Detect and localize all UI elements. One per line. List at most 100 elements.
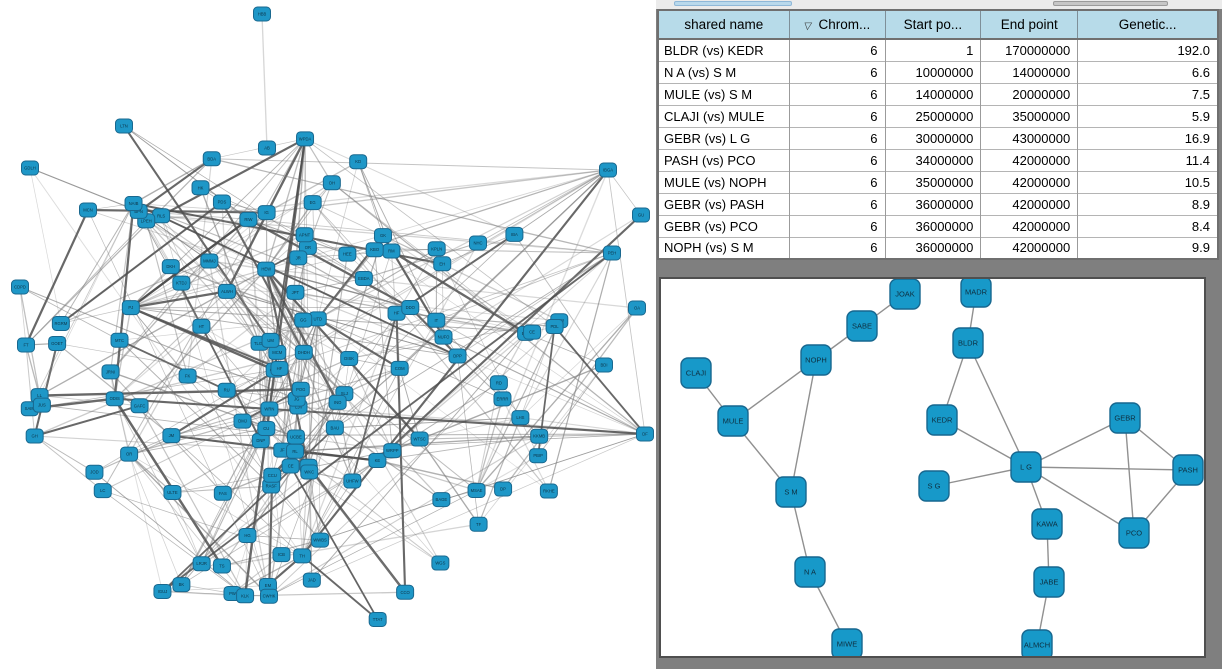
- graph-edge[interactable]: [39, 203, 134, 396]
- graph-edge[interactable]: [34, 435, 104, 492]
- graph-node[interactable]: RD: [489, 375, 508, 391]
- graph-node[interactable]: CE: [281, 458, 300, 474]
- graph-node[interactable]: KTDJ: [172, 275, 191, 291]
- graph-node[interactable]: EBDA: [354, 270, 373, 286]
- graph-node[interactable]: KBO: [365, 242, 384, 258]
- graph-node[interactable]: RGRM: [51, 315, 70, 331]
- graph-edge[interactable]: [274, 252, 613, 371]
- graph-edge[interactable]: [181, 318, 319, 585]
- graph-edge[interactable]: [29, 369, 275, 410]
- graph-node[interactable]: HEE: [338, 246, 357, 262]
- graph-edge[interactable]: [29, 167, 303, 557]
- graph-node[interactable]: KLK: [236, 588, 255, 604]
- graph-edge[interactable]: [29, 203, 134, 409]
- table-cell-start-position[interactable]: 30000000: [885, 126, 982, 149]
- table-cell-chromosome[interactable]: 6: [789, 104, 886, 127]
- graph-edge[interactable]: [41, 404, 296, 438]
- table-row[interactable]: MULE (vs) NOPH 6 35000000 42000000 10.5: [658, 170, 1218, 193]
- graph-edge[interactable]: [304, 138, 515, 235]
- graph-edge[interactable]: [201, 440, 262, 564]
- network-node-LG[interactable]: L G: [1010, 451, 1042, 483]
- table-row[interactable]: GEBR (vs) L G 6 30000000 43000000 16.9: [658, 126, 1218, 149]
- network-node-MIWE[interactable]: MIWE: [831, 628, 863, 656]
- graph-edge[interactable]: [130, 307, 345, 395]
- graph-node[interactable]: JR: [289, 250, 308, 266]
- graph-edge[interactable]: [268, 435, 540, 597]
- graph-edge[interactable]: [114, 397, 646, 436]
- table-cell-start-position[interactable]: 10000000: [885, 60, 982, 83]
- network-edge-NOPH-SM[interactable]: [790, 359, 817, 493]
- graph-edge[interactable]: [130, 138, 306, 308]
- graph-node[interactable]: PEH: [603, 245, 621, 261]
- graph-edge[interactable]: [399, 368, 421, 440]
- graph-edge[interactable]: [128, 453, 303, 557]
- graph-node[interactable]: PBIP: [529, 448, 548, 464]
- network-node-MULE[interactable]: MULE: [717, 405, 749, 437]
- graph-edge[interactable]: [317, 169, 609, 320]
- table-cell-genetic[interactable]: 11.4: [1077, 148, 1218, 171]
- graph-node[interactable]: WKC: [300, 464, 319, 480]
- graph-node[interactable]: BDA: [202, 151, 221, 167]
- graph-edge[interactable]: [187, 291, 296, 377]
- graph-node[interactable]: BDI: [595, 357, 613, 373]
- graph-edge[interactable]: [259, 138, 306, 441]
- table-cell-shared-name[interactable]: NOPH (vs) S M: [658, 236, 790, 259]
- graph-edge[interactable]: [268, 389, 302, 597]
- graph-edge[interactable]: [301, 368, 401, 557]
- graph-node[interactable]: HBB: [253, 6, 271, 22]
- graph-edge[interactable]: [60, 307, 131, 324]
- graph-edge[interactable]: [266, 268, 638, 309]
- graph-edge[interactable]: [301, 480, 353, 557]
- graph-edge[interactable]: [519, 252, 613, 418]
- graph-node[interactable]: WRN: [260, 401, 279, 417]
- graph-edge[interactable]: [226, 290, 458, 357]
- graph-node[interactable]: FAS: [213, 485, 232, 501]
- column-header-shared-name[interactable]: shared name: [658, 10, 790, 40]
- table-cell-chromosome[interactable]: 6: [789, 214, 886, 237]
- table-cell-chromosome[interactable]: 6: [789, 170, 886, 193]
- graph-node[interactable]: CCO: [396, 584, 415, 600]
- graph-node[interactable]: ULTE: [163, 484, 182, 500]
- graph-node[interactable]: DP: [494, 481, 513, 497]
- column-header-chromosome[interactable]: ▽ Chrom...: [789, 10, 886, 40]
- network-edge-LG-GEBR[interactable]: [1025, 417, 1126, 468]
- graph-edge[interactable]: [60, 203, 134, 324]
- graph-edge[interactable]: [514, 169, 609, 235]
- graph-edge[interactable]: [443, 336, 646, 435]
- network-node-SG[interactable]: S G: [918, 470, 950, 502]
- graph-node[interactable]: LTN: [115, 118, 133, 134]
- table-row[interactable]: BLDR (vs) KEDR 6 1 170000000 192.0: [658, 38, 1218, 61]
- graph-node[interactable]: DHDH: [294, 344, 313, 360]
- graph-node[interactable]: TH: [293, 548, 312, 564]
- graph-node[interactable]: BAU: [325, 420, 344, 436]
- network-edge-LG-PCO[interactable]: [1025, 466, 1135, 534]
- graph-node[interactable]: IBGA: [599, 162, 617, 178]
- network-edge-GEBR-PCO[interactable]: [1124, 417, 1135, 534]
- graph-edge[interactable]: [29, 167, 139, 212]
- table-cell-chromosome[interactable]: 6: [789, 192, 886, 215]
- graph-edge[interactable]: [129, 428, 267, 455]
- graph-edge[interactable]: [265, 268, 345, 394]
- graph-edge[interactable]: [520, 326, 555, 418]
- graph-edge[interactable]: [114, 307, 132, 399]
- graph-node[interactable]: NAIB: [124, 196, 143, 212]
- graph-edge[interactable]: [514, 234, 605, 366]
- graph-edge[interactable]: [301, 318, 319, 556]
- graph-node[interactable]: PJ: [121, 300, 140, 316]
- graph-edge[interactable]: [145, 220, 260, 344]
- table-cell-genetic[interactable]: 6.6: [1077, 60, 1218, 83]
- graph-node[interactable]: MCN: [79, 202, 97, 218]
- graph-node[interactable]: OR: [120, 446, 139, 462]
- graph-node[interactable]: HEW: [257, 261, 276, 277]
- graph-node[interactable]: HF: [387, 305, 406, 321]
- main-network-view[interactable]: HBB AB LTN GDLH MCN NHC IBGA GU PEH OA BDI DF CDPD FT…: [0, 0, 656, 669]
- graph-node[interactable]: POG: [291, 381, 310, 397]
- graph-edge[interactable]: [114, 291, 228, 400]
- graph-edge[interactable]: [226, 291, 345, 395]
- graph-node[interactable]: WWBS: [311, 532, 330, 548]
- graph-node[interactable]: TF: [469, 516, 488, 532]
- graph-edge[interactable]: [290, 465, 441, 564]
- graph-edge[interactable]: [94, 471, 246, 597]
- graph-node[interactable]: KE: [368, 453, 387, 469]
- graph-node[interactable]: KPLN: [427, 241, 446, 257]
